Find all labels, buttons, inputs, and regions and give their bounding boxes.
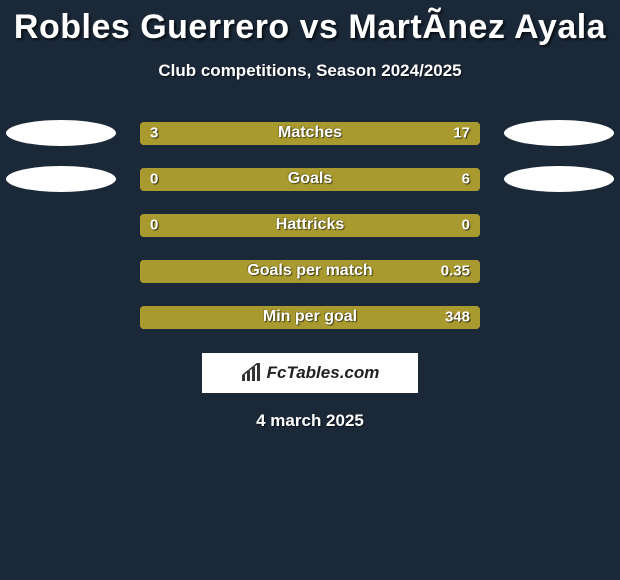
value-right: 17 — [453, 125, 470, 142]
stat-label: Min per goal — [263, 308, 357, 326]
stat-row: 3 17 Matches — [0, 121, 620, 145]
stat-row: 0.35 Goals per match — [0, 259, 620, 283]
value-right: 348 — [445, 309, 470, 326]
value-right: 6 — [462, 171, 470, 188]
value-right: 0.35 — [441, 263, 470, 280]
ellipse-right — [504, 120, 614, 146]
stat-label: Matches — [278, 124, 342, 142]
stat-row: 0 6 Goals — [0, 167, 620, 191]
stats-list: 3 17 Matches 0 6 Goals 0 0 Hattricks 0.35 Goals pe… — [0, 121, 620, 329]
ellipse-left — [6, 166, 116, 192]
stat-label: Hattricks — [276, 216, 344, 234]
page-title: Robles Guerrero vs MartÃ­nez Ayala — [0, 8, 620, 47]
value-right: 0 — [462, 217, 470, 234]
stat-row: 348 Min per goal — [0, 305, 620, 329]
value-left: 3 — [150, 125, 158, 142]
bar-track: 348 Min per goal — [140, 306, 480, 329]
stat-label: Goals — [288, 170, 332, 188]
value-left: 0 — [150, 171, 158, 188]
comparison-container: Robles Guerrero vs MartÃ­nez Ayala Club … — [0, 0, 620, 431]
logo-text: FcTables.com — [267, 363, 380, 383]
stat-label: Goals per match — [247, 262, 372, 280]
fctables-logo[interactable]: FcTables.com — [202, 353, 418, 393]
date-label: 4 march 2025 — [0, 411, 620, 431]
ellipse-left — [6, 120, 116, 146]
bar-track: 3 17 Matches — [140, 122, 480, 145]
bar-track: 0.35 Goals per match — [140, 260, 480, 283]
chart-icon — [241, 363, 263, 383]
bar-track: 0 6 Goals — [140, 168, 480, 191]
ellipse-right — [504, 166, 614, 192]
stat-row: 0 0 Hattricks — [0, 213, 620, 237]
bar-track: 0 0 Hattricks — [140, 214, 480, 237]
subtitle: Club competitions, Season 2024/2025 — [0, 61, 620, 81]
value-left: 0 — [150, 217, 158, 234]
bar-left — [140, 122, 191, 145]
